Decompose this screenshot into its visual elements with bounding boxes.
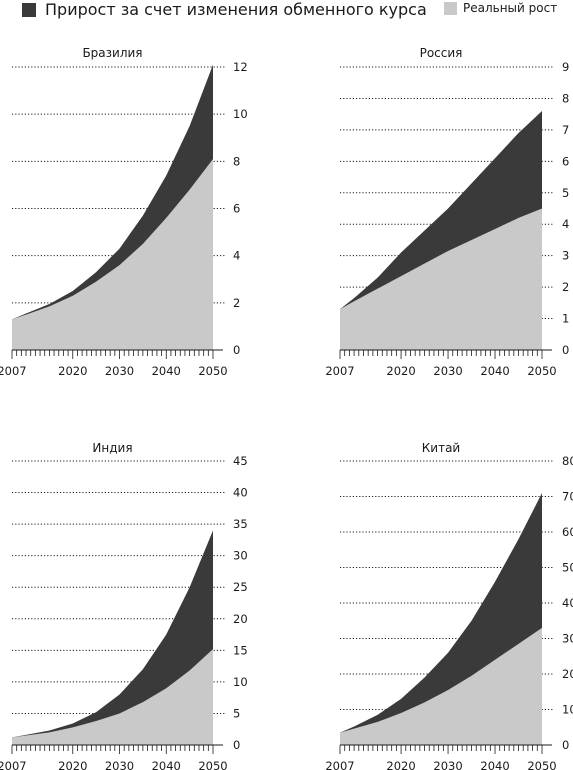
brazil-y-label-6: 6 [233, 202, 240, 216]
china-x-label-2040: 2040 [480, 759, 509, 770]
brazil-area-real-growth [12, 158, 213, 350]
china-y-label-0: 0 [562, 738, 569, 752]
china-y-label-20: 20 [562, 667, 573, 681]
india-y-label-10: 10 [233, 675, 248, 689]
india-x-label-2020: 2020 [58, 759, 87, 770]
russia-area-real-growth [340, 208, 542, 350]
china-x-label-2007: 2007 [325, 759, 354, 770]
brazil-x-label-2020: 2020 [58, 364, 87, 378]
india-x-label-2007: 2007 [0, 759, 27, 770]
china-y-label-50: 50 [562, 561, 573, 575]
russia-y-label-9: 9 [562, 60, 569, 74]
china-area-real-growth [340, 627, 542, 745]
brazil-y-label-10: 10 [233, 107, 248, 121]
india-y-label-20: 20 [233, 612, 248, 626]
india-y-label-0: 0 [233, 738, 240, 752]
china-x-label-2020: 2020 [386, 759, 415, 770]
india-x-label-2030: 2030 [105, 759, 134, 770]
russia-x-label-2020: 2020 [386, 364, 415, 378]
legend-swatch-real-growth [444, 1, 457, 15]
china-y-label-30: 30 [562, 632, 573, 646]
russia-y-label-2: 2 [562, 280, 569, 294]
legend-label-exchange-rate: Прирост за счет изменения обменного курс… [45, 0, 427, 19]
legend-swatch-exchange-rate [22, 2, 36, 17]
russia-y-label-7: 7 [562, 123, 569, 137]
russia-x-label-2040: 2040 [480, 364, 509, 378]
brazil-y-label-2: 2 [233, 296, 240, 310]
india-y-label-15: 15 [233, 643, 248, 657]
india-y-label-40: 40 [233, 486, 248, 500]
russia-panel-title: Россия [420, 46, 463, 60]
brazil-x-label-2040: 2040 [152, 364, 181, 378]
china-y-label-40: 40 [562, 596, 573, 610]
india-y-label-30: 30 [233, 549, 248, 563]
india-x-label-2040: 2040 [152, 759, 181, 770]
brazil-x-label-2030: 2030 [105, 364, 134, 378]
china-x-label-2030: 2030 [433, 759, 462, 770]
russia-y-label-3: 3 [562, 249, 569, 263]
brazil-y-label-0: 0 [233, 343, 240, 357]
chart-legend: Прирост за счет изменения обменного курс… [0, 0, 573, 26]
legend-item-exchange-rate: Прирост за счет изменения обменного курс… [22, 0, 427, 19]
brazil-y-label-4: 4 [233, 249, 240, 263]
russia-x-label-2007: 2007 [325, 364, 354, 378]
brazil-y-label-12: 12 [233, 60, 248, 74]
brazil-x-label-2050: 2050 [198, 364, 227, 378]
china-panel-title: Китай [422, 441, 460, 455]
russia-x-label-2030: 2030 [433, 364, 462, 378]
russia-y-label-8: 8 [562, 91, 569, 105]
russia-y-label-5: 5 [562, 186, 569, 200]
russia-y-label-1: 1 [562, 312, 569, 326]
brazil-y-label-8: 8 [233, 154, 240, 168]
india-x-label-2050: 2050 [198, 759, 227, 770]
india-panel-title: Индия [92, 441, 132, 455]
legend-label-real-growth: Реальный рост [463, 1, 558, 15]
russia-y-label-4: 4 [562, 217, 569, 231]
china-y-label-80: 80 [562, 454, 573, 468]
india-y-label-45: 45 [233, 454, 248, 468]
china-y-label-10: 10 [562, 703, 573, 717]
india-y-label-5: 5 [233, 706, 240, 720]
legend-item-real-growth: Реальный рост [444, 1, 557, 15]
russia-y-label-6: 6 [562, 154, 569, 168]
china-y-label-60: 60 [562, 525, 573, 539]
china-x-label-2050: 2050 [527, 759, 556, 770]
russia-y-label-0: 0 [562, 343, 569, 357]
brazil-panel-title: Бразилия [82, 46, 142, 60]
russia-x-label-2050: 2050 [527, 364, 556, 378]
india-y-label-35: 35 [233, 517, 248, 531]
china-y-label-70: 70 [562, 490, 573, 504]
india-y-label-25: 25 [233, 580, 248, 594]
india-area-real-growth [12, 649, 213, 745]
brazil-x-label-2007: 2007 [0, 364, 27, 378]
